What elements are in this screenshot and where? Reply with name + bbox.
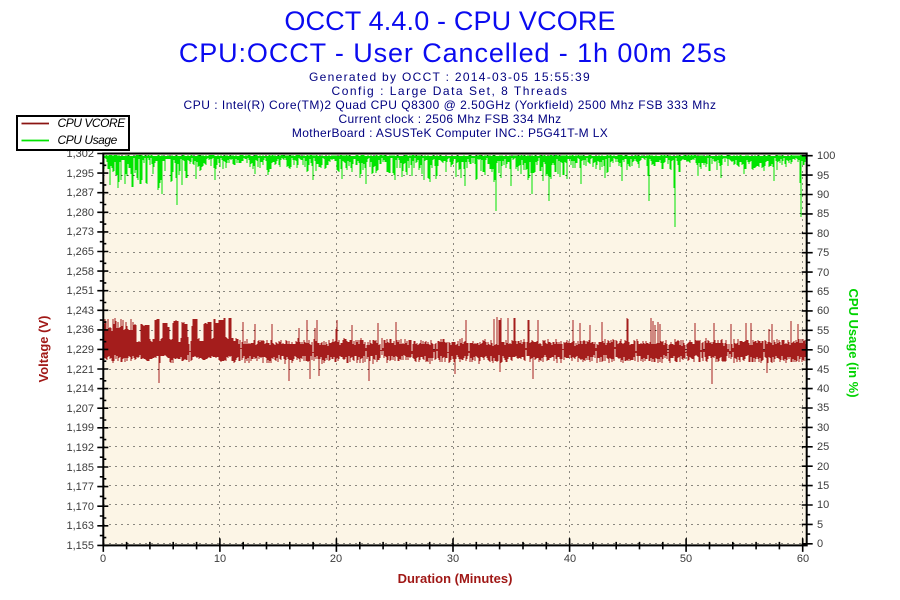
svg-text:1,229: 1,229	[66, 344, 94, 356]
svg-text:1,221: 1,221	[66, 364, 94, 376]
svg-text:40: 40	[564, 553, 576, 565]
svg-text:85: 85	[817, 208, 829, 220]
svg-text:55: 55	[817, 325, 829, 337]
svg-text:10: 10	[214, 553, 226, 565]
svg-text:1,295: 1,295	[66, 168, 94, 180]
svg-text:1,265: 1,265	[66, 246, 94, 258]
svg-text:35: 35	[817, 402, 829, 414]
svg-text:90: 90	[817, 189, 829, 201]
svg-text:40: 40	[817, 383, 829, 395]
svg-text:Voltage (V): Voltage (V)	[36, 316, 51, 383]
svg-text:1,199: 1,199	[66, 422, 94, 434]
svg-text:100: 100	[817, 150, 835, 162]
svg-text:Duration (Minutes): Duration (Minutes)	[398, 571, 513, 586]
svg-text:20: 20	[817, 461, 829, 473]
svg-text:1,207: 1,207	[66, 403, 94, 415]
svg-text:1,280: 1,280	[66, 207, 94, 219]
svg-text:CPU Usage (in %): CPU Usage (in %)	[846, 288, 861, 397]
svg-text:1,243: 1,243	[66, 305, 94, 317]
svg-text:1,236: 1,236	[66, 324, 94, 336]
svg-text:1,302: 1,302	[66, 148, 94, 160]
svg-text:10: 10	[817, 499, 829, 511]
svg-text:1,155: 1,155	[66, 540, 94, 552]
svg-text:75: 75	[817, 247, 829, 259]
svg-text:1,177: 1,177	[66, 481, 94, 493]
svg-text:1,273: 1,273	[66, 226, 94, 238]
svg-text:30: 30	[817, 422, 829, 434]
svg-text:1,251: 1,251	[66, 285, 94, 297]
svg-text:1,192: 1,192	[66, 442, 94, 454]
svg-text:30: 30	[447, 553, 459, 565]
svg-text:45: 45	[817, 364, 829, 376]
svg-text:20: 20	[330, 553, 342, 565]
svg-text:25: 25	[817, 441, 829, 453]
svg-text:50: 50	[680, 553, 692, 565]
svg-text:80: 80	[817, 228, 829, 240]
svg-text:60: 60	[797, 553, 809, 565]
svg-text:65: 65	[817, 286, 829, 298]
svg-text:60: 60	[817, 305, 829, 317]
svg-text:50: 50	[817, 344, 829, 356]
svg-text:70: 70	[817, 267, 829, 279]
svg-text:95: 95	[817, 170, 829, 182]
svg-text:1,287: 1,287	[66, 187, 94, 199]
svg-text:5: 5	[817, 519, 823, 531]
svg-text:15: 15	[817, 480, 829, 492]
svg-text:0: 0	[817, 538, 823, 550]
svg-text:1,163: 1,163	[66, 520, 94, 532]
svg-text:0: 0	[100, 553, 106, 565]
svg-text:1,170: 1,170	[66, 501, 94, 513]
svg-text:1,214: 1,214	[66, 383, 94, 395]
svg-text:1,185: 1,185	[66, 462, 94, 474]
svg-text:1,258: 1,258	[66, 266, 94, 278]
